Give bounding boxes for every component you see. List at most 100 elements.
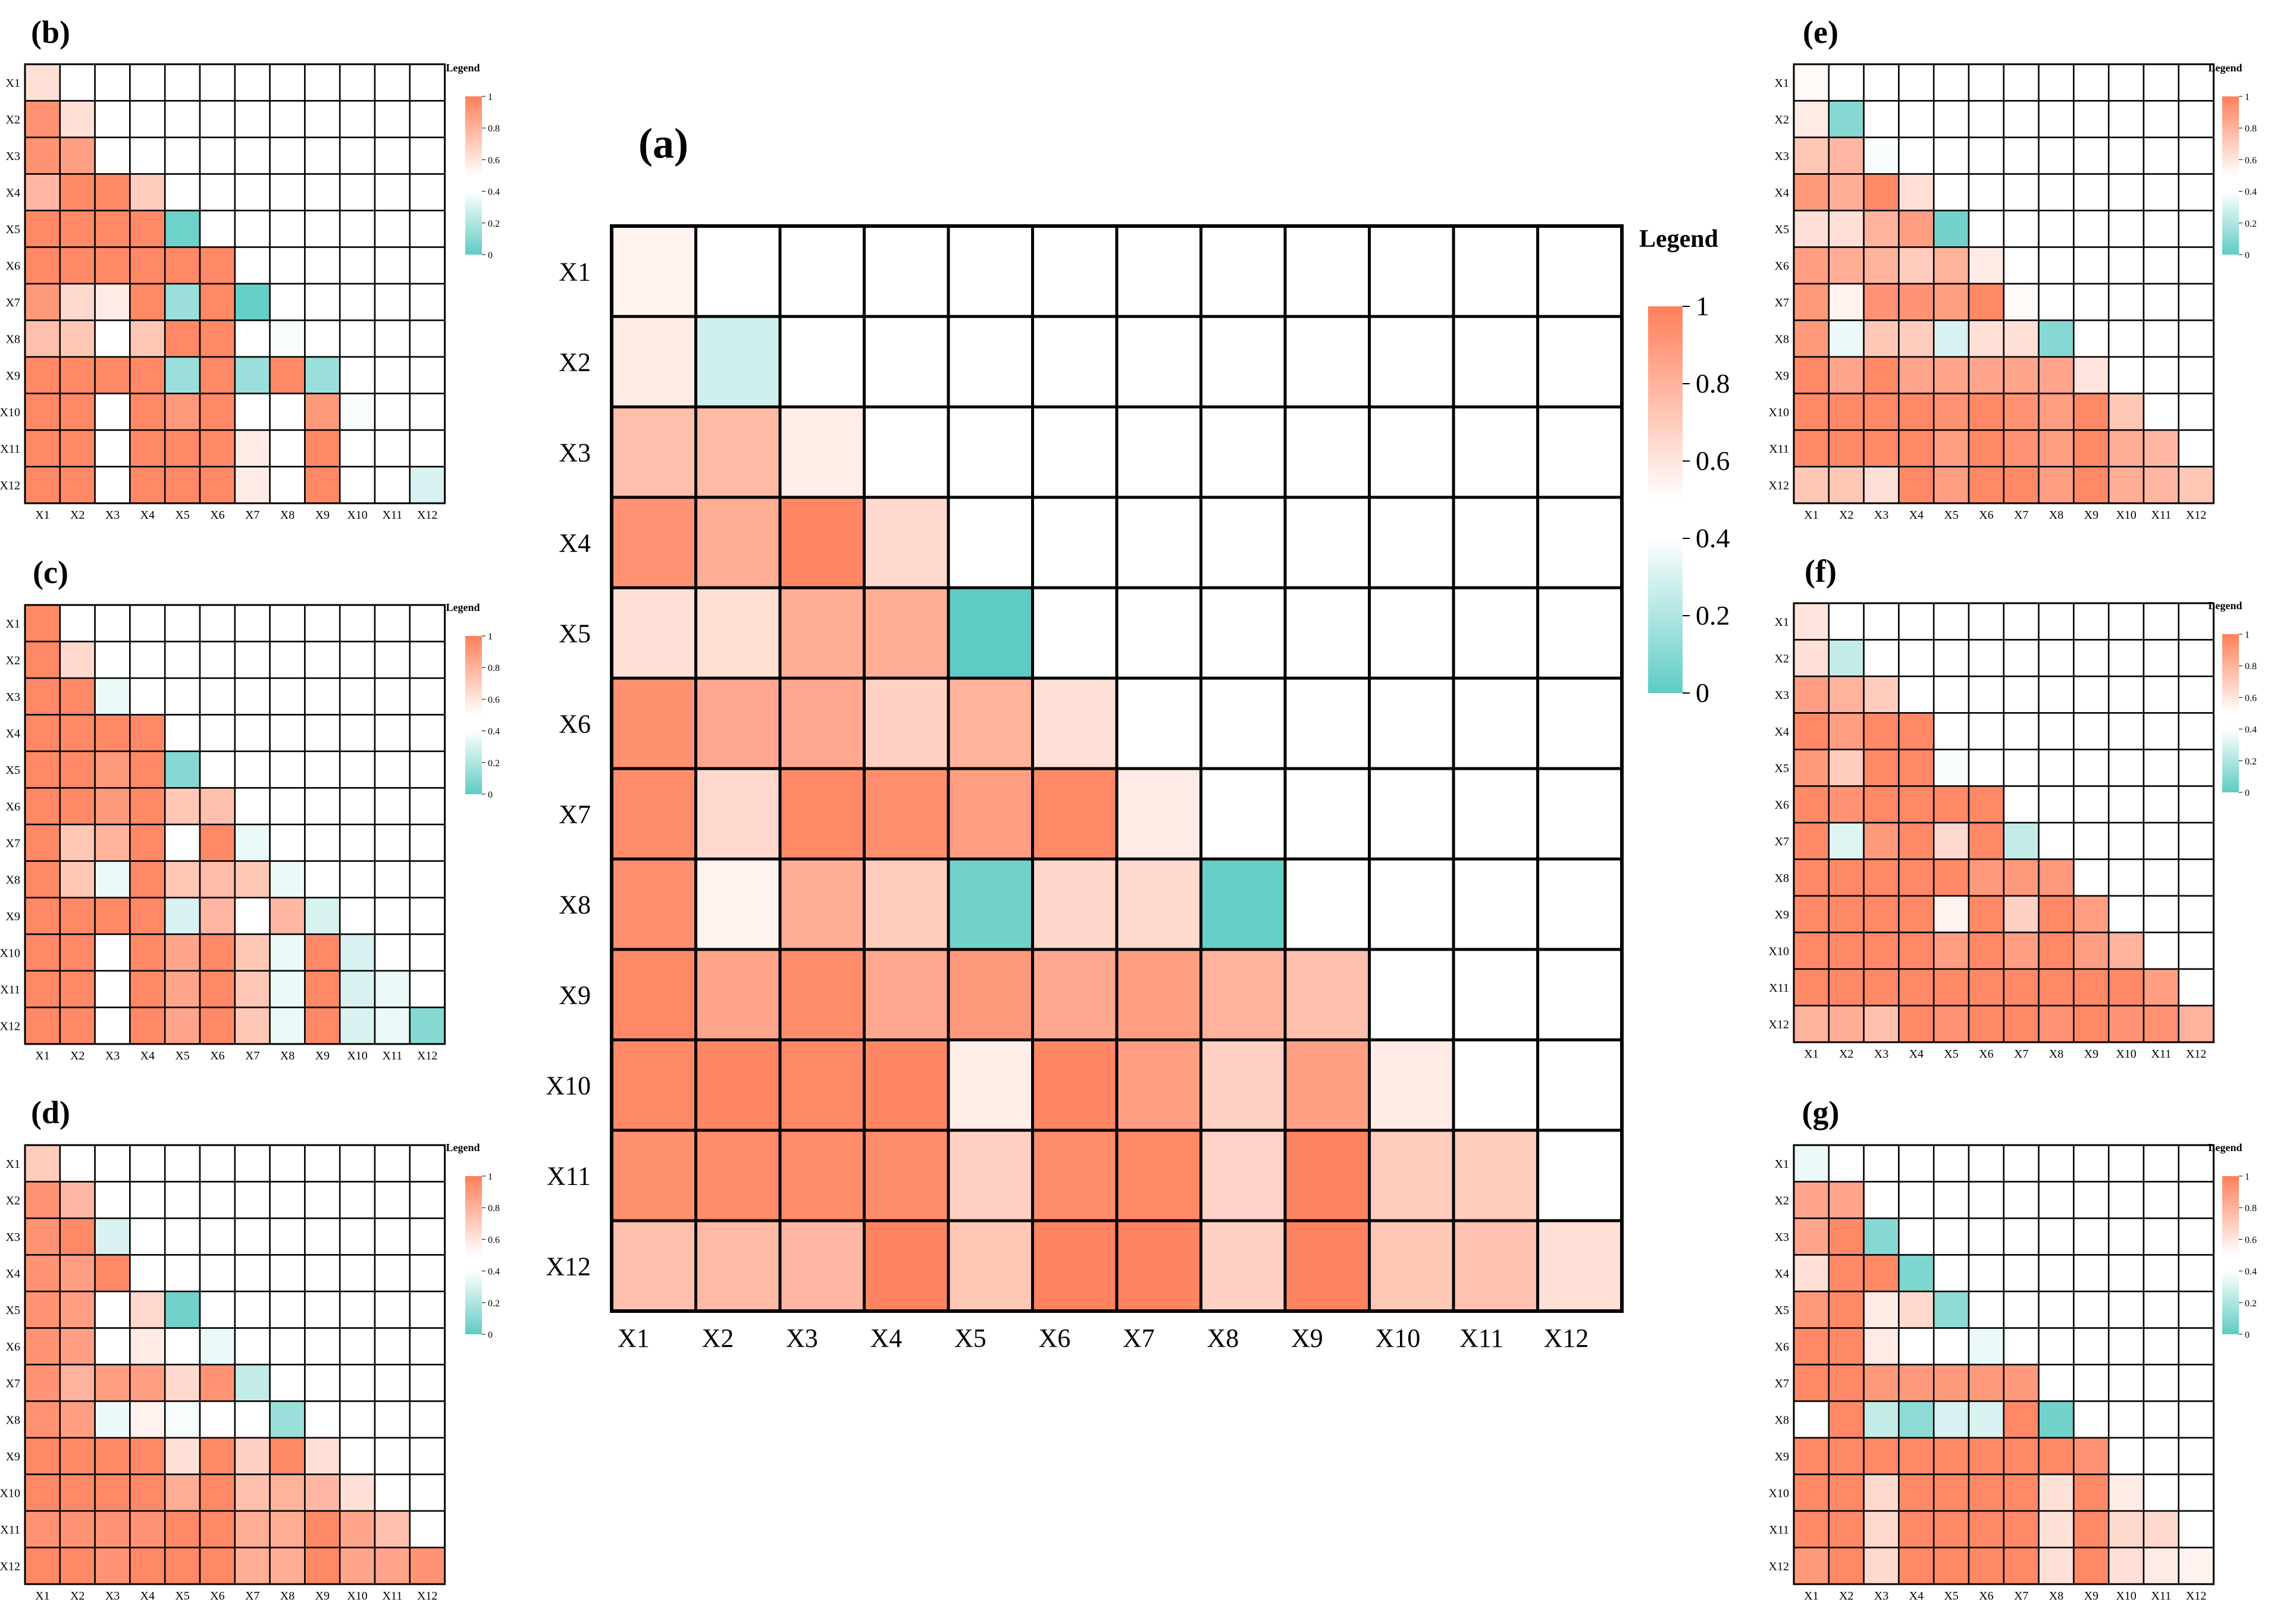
empty-cell (199, 1144, 236, 1183)
empty-cell (304, 677, 341, 716)
heatmap-cell-X10-X10 (339, 393, 376, 431)
empty-cell (374, 1144, 411, 1183)
empty-cell (2178, 639, 2214, 678)
heatmap-cell-X9-X1 (24, 1437, 61, 1475)
heatmap-cell-X11-X4 (863, 1128, 950, 1222)
heatmap-panel-d: (d) X1 X2 X3 X4 X5 X6 X7 X8 X9 X10 X11 X12 X1 X2 X3 X4 X5… (0, 1095, 500, 1603)
column-label-X3: X3 (786, 1324, 818, 1353)
empty-cell (2073, 319, 2110, 358)
column-label-X2: X2 (1839, 1048, 1853, 1061)
empty-cell (1968, 1254, 2005, 1293)
heatmap-cell-X5-X2 (1828, 1290, 1865, 1329)
column-label-X6: X6 (1979, 1589, 1993, 1603)
row-label-X7: X7 (1775, 1377, 1789, 1390)
empty-cell (199, 1290, 236, 1329)
empty-cell (199, 1254, 236, 1293)
empty-cell (234, 1181, 271, 1219)
heatmap-cell-X9-X6 (199, 1437, 236, 1475)
heatmap-cell-X4-X3 (1863, 1254, 1900, 1293)
heatmap-cell-X11-X1 (24, 429, 61, 468)
empty-cell (2003, 63, 2040, 102)
heatmap-cell-X10-X7 (234, 1473, 271, 1512)
heatmap-cell-X9-X2 (1828, 895, 1865, 933)
heatmap-panel-b: (b) X1 X2 X3 X4 X5 X6 X7 X8 X9 X10 X11 X12 X1 X2 X3 X4 X5… (0, 14, 500, 522)
empty-cell (409, 714, 446, 753)
heatmap-frame (24, 604, 446, 1045)
legend-tick-label: 0.4 (2245, 1267, 2257, 1277)
row-label-X8: X8 (6, 333, 20, 346)
heatmap-cell-X8-X8 (2038, 1400, 2075, 1439)
empty-cell (2073, 246, 2110, 285)
empty-cell (1863, 100, 1900, 139)
heatmap-cell-X4-X1 (24, 714, 61, 753)
heatmap-cell-X7-X1 (1793, 1363, 1830, 1402)
empty-cell (2107, 209, 2145, 248)
empty-cell (234, 1290, 271, 1329)
column-label-X12: X12 (2186, 509, 2206, 522)
empty-cell (2038, 675, 2075, 714)
empty-cell (1031, 405, 1119, 499)
heatmap-cell-X7-X5 (164, 1363, 201, 1402)
heatmap-cell-X12-X3 (1863, 1547, 1900, 1585)
empty-cell (234, 63, 271, 102)
heatmap-cell-X8-X6 (1968, 1400, 2005, 1439)
heatmap-cell-X4-X2 (1828, 712, 1865, 751)
empty-cell (2107, 1437, 2145, 1475)
legend-title: Legend (446, 601, 480, 613)
heatmap-cell-X8-X4 (1898, 858, 1935, 897)
empty-cell (409, 1327, 446, 1366)
empty-cell (304, 136, 341, 175)
heatmap-cell-X4-X4 (129, 173, 166, 212)
heatmap-cell-X10-X8 (2038, 932, 2075, 970)
empty-cell (409, 356, 446, 394)
heatmap-cell-X11-X6 (1968, 429, 2005, 468)
empty-cell (234, 714, 271, 753)
empty-cell (1368, 676, 1455, 770)
heatmap-cell-X7-X6 (199, 1363, 236, 1402)
empty-cell (1452, 496, 1539, 590)
heatmap-cell-X5-X2 (59, 750, 96, 789)
heatmap-cell-X11-X1 (24, 1510, 61, 1548)
heatmap-cell-X3-X3 (778, 405, 866, 499)
empty-cell (339, 283, 376, 321)
column-label-X7: X7 (245, 1589, 259, 1603)
legend-tick-label: 0 (488, 1330, 493, 1340)
heatmap-cell-X4-X2 (59, 714, 96, 753)
heatmap-cell-X6-X4 (129, 1327, 166, 1366)
empty-cell (199, 136, 236, 175)
empty-cell (2107, 1290, 2145, 1329)
heatmap-cell-X8-X5 (1932, 319, 1970, 358)
heatmap-cell-X11-X11 (2142, 968, 2180, 1007)
empty-cell (2107, 1254, 2145, 1293)
row-label-X1: X1 (6, 1158, 20, 1171)
empty-cell (2142, 932, 2180, 970)
heatmap-cell-X9-X7 (1115, 948, 1202, 1042)
empty-cell (304, 641, 341, 679)
heatmap-cell-X4-X4 (129, 1254, 166, 1293)
row-label-X11: X11 (1769, 982, 1789, 995)
heatmap-cell-X8-X2 (1828, 319, 1865, 358)
empty-cell (2142, 675, 2180, 714)
empty-cell (2073, 712, 2110, 751)
legend-tick-label: 0.6 (2245, 693, 2257, 703)
legend-tick-label: 0 (488, 790, 493, 800)
heatmap-cell-X11-X3 (778, 1128, 866, 1222)
empty-cell (409, 1400, 446, 1439)
empty-cell (2003, 246, 2040, 285)
empty-cell (409, 283, 446, 321)
empty-cell (2038, 100, 2075, 139)
heatmap-cell-X7-X1 (610, 767, 697, 861)
heatmap-cell-X12-X6 (199, 1547, 236, 1585)
heatmap-cell-X9-X6 (199, 896, 236, 935)
empty-cell (374, 1181, 411, 1219)
heatmap-frame (1793, 602, 2215, 1043)
heatmap-cell-X12-X1 (1793, 466, 1830, 504)
row-label-X4: X4 (6, 1267, 20, 1280)
row-label-X12: X12 (0, 1560, 20, 1573)
heatmap-cell-X6-X3 (1863, 1327, 1900, 1366)
heatmap-cell-X2-X2 (59, 1181, 96, 1219)
empty-cell (374, 393, 411, 431)
heatmap-cell-X11-X11 (2142, 429, 2180, 468)
heatmap-cell-X7-X2 (694, 767, 782, 861)
empty-cell (129, 1217, 166, 1256)
